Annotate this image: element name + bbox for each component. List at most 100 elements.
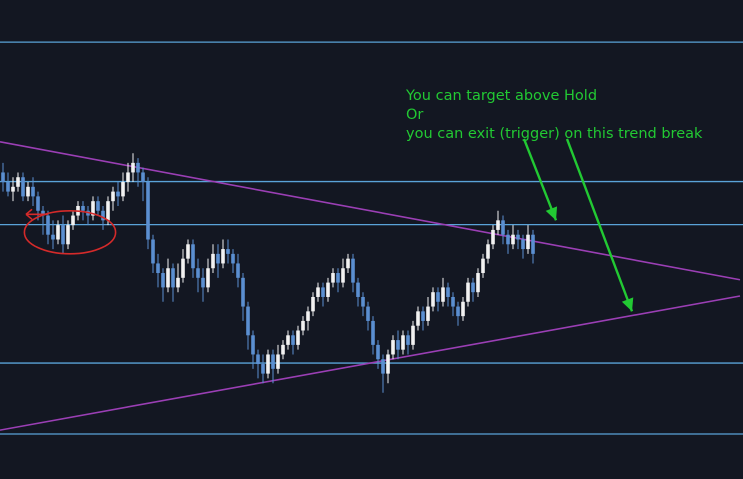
candle-body xyxy=(186,244,190,259)
trendline-lower xyxy=(0,295,741,431)
candle-body xyxy=(336,273,340,283)
candle-42 xyxy=(206,258,210,293)
candle-body xyxy=(156,263,160,274)
green-arrowhead-2 xyxy=(621,297,634,312)
trendline-upper xyxy=(0,140,741,281)
candle-body xyxy=(211,253,215,269)
candle-20 xyxy=(96,196,100,216)
candle-28 xyxy=(136,158,140,187)
candle-100 xyxy=(496,210,500,235)
candle-52 xyxy=(256,349,260,379)
candle-48 xyxy=(236,253,240,288)
candle-53 xyxy=(261,354,265,384)
candle-body xyxy=(206,268,210,288)
candle-69 xyxy=(341,258,345,288)
candle-27 xyxy=(131,153,135,183)
green-arrowhead-1 xyxy=(545,206,558,221)
candle-body xyxy=(96,201,100,211)
candle-41 xyxy=(201,268,205,302)
candle-31 xyxy=(151,234,155,274)
candle-body xyxy=(116,191,120,197)
candle-body xyxy=(61,225,65,245)
candle-104 xyxy=(516,229,520,250)
candle-58 xyxy=(286,330,290,350)
candle-body xyxy=(81,205,85,211)
candle-97 xyxy=(481,253,485,278)
annotation-line-3: you can exit (trigger) on this trend bre… xyxy=(406,126,703,142)
candle-54 xyxy=(266,349,270,379)
candle-29 xyxy=(141,167,145,202)
candle-57 xyxy=(281,340,285,360)
candle-77 xyxy=(381,354,385,393)
candle-83 xyxy=(411,320,415,350)
candle-body xyxy=(511,234,515,245)
candle-84 xyxy=(416,306,420,331)
candle-body xyxy=(421,311,425,321)
candle-25 xyxy=(121,172,125,202)
candle-body xyxy=(526,234,530,250)
candle-body xyxy=(126,172,130,183)
candle-body xyxy=(66,225,70,245)
candle-5 xyxy=(21,172,25,202)
candle-body xyxy=(216,253,220,264)
candle-35 xyxy=(171,263,175,302)
annotation-text: You can target above Hold Or you can exi… xyxy=(406,87,702,144)
drawings xyxy=(23,138,634,312)
candle-105 xyxy=(521,234,525,259)
candle-2 xyxy=(6,172,10,197)
candle-62 xyxy=(306,306,310,331)
candle-12 xyxy=(56,220,60,245)
candle-body xyxy=(451,296,455,307)
candle-body xyxy=(486,244,490,259)
candle-body xyxy=(246,306,250,336)
candle-95 xyxy=(471,277,475,302)
candle-body xyxy=(361,296,365,307)
candle-75 xyxy=(371,316,375,355)
candle-body xyxy=(201,277,205,288)
candle-body xyxy=(91,201,95,216)
candle-17 xyxy=(81,201,85,221)
candle-body xyxy=(326,282,330,297)
candle-body xyxy=(331,273,335,283)
candle-body xyxy=(1,172,5,183)
candle-body xyxy=(176,277,180,288)
candle-14 xyxy=(66,220,70,250)
candle-78 xyxy=(386,349,390,384)
candle-body xyxy=(436,292,440,302)
candle-44 xyxy=(216,244,220,278)
candle-102 xyxy=(506,229,510,254)
candle-body xyxy=(366,306,370,321)
candle-body xyxy=(46,215,50,235)
candle-26 xyxy=(126,162,130,192)
candle-94 xyxy=(466,277,470,307)
annotation-line-2: Or xyxy=(406,107,424,123)
candle-98 xyxy=(486,239,490,264)
candle-body xyxy=(501,220,505,235)
candle-body xyxy=(466,282,470,302)
candle-body xyxy=(411,325,415,345)
candle-body xyxy=(481,258,485,274)
candle-body xyxy=(251,335,255,355)
candle-body xyxy=(151,239,155,264)
candle-body xyxy=(416,311,420,326)
candle-body xyxy=(261,364,265,374)
candle-40 xyxy=(196,258,200,293)
candle-45 xyxy=(221,239,225,269)
candle-body xyxy=(306,311,310,321)
candle-70 xyxy=(346,253,350,274)
candle-80 xyxy=(396,330,400,360)
candle-body xyxy=(6,182,10,192)
candle-body xyxy=(376,344,380,360)
candle-39 xyxy=(191,239,195,278)
candle-body xyxy=(71,215,75,226)
candle-71 xyxy=(351,253,355,293)
candle-15 xyxy=(71,210,75,230)
candle-body xyxy=(221,249,225,264)
circle-marker xyxy=(23,210,117,255)
candle-67 xyxy=(331,268,335,288)
candle-68 xyxy=(336,268,340,293)
candle-86 xyxy=(426,296,430,326)
candle-49 xyxy=(241,273,245,321)
